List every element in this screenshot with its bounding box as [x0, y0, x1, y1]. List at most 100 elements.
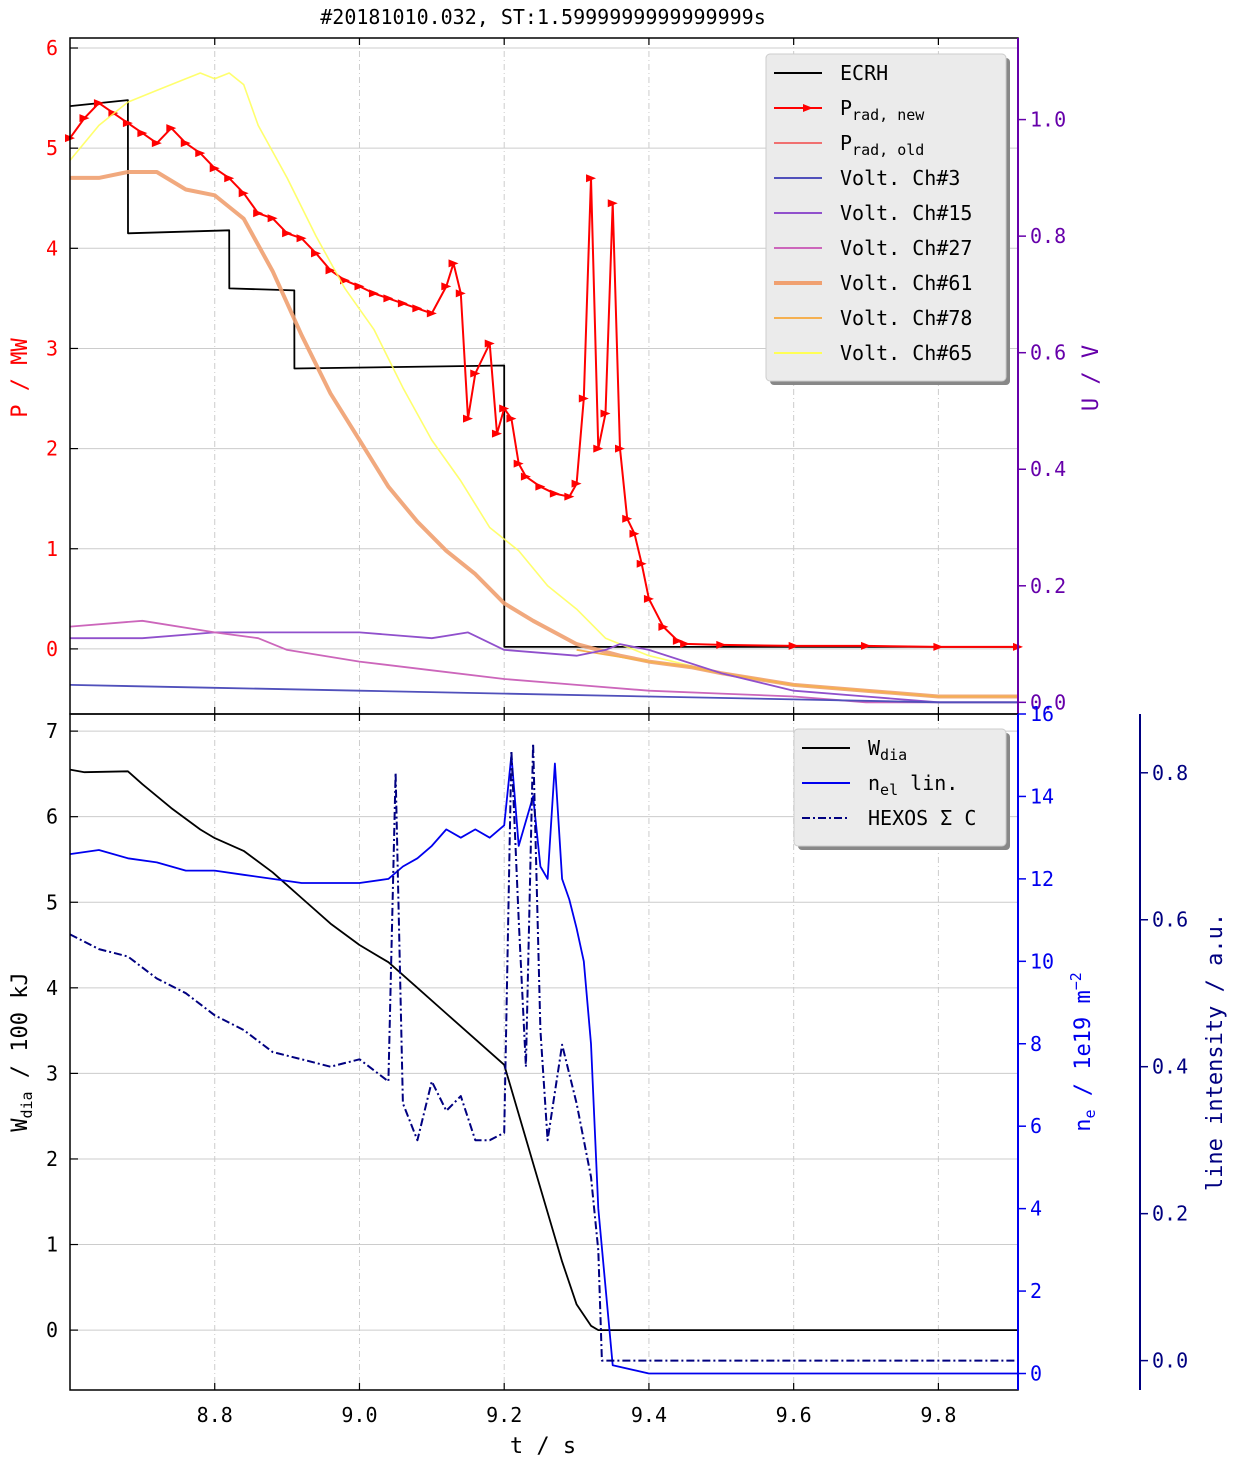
prad-new-marker	[593, 444, 604, 453]
prad-new-marker	[607, 199, 618, 208]
prad-new-marker	[339, 276, 350, 285]
prad-new-marker	[513, 459, 524, 468]
y-tick-label: 4	[46, 236, 58, 260]
y-tick-label: 2	[46, 1147, 58, 1171]
right-tick-label: 4	[1030, 1197, 1042, 1221]
y-tick-label: 4	[46, 976, 58, 1000]
bottom-ticks: 8.8 9.0 9.2 9.4 9.6 9.80123456702468101214160…	[46, 702, 1188, 1427]
legend-label-prad_new: Prad, new	[840, 96, 925, 124]
bottom-right-axis-label-intensity: line intensity / a.u.	[1203, 913, 1228, 1191]
legend-label-ch3: Volt. Ch#3	[840, 166, 960, 190]
legend-label-ch78: Volt. Ch#78	[840, 306, 972, 330]
legend-marker	[803, 104, 813, 112]
prad-new-marker	[383, 294, 394, 303]
legend-label-ch27: Volt. Ch#27	[840, 236, 972, 260]
right-tick-label: 0.4	[1030, 457, 1066, 481]
legend-label-ch61: Volt. Ch#61	[840, 271, 972, 295]
legend-label-wdia: Wdia	[868, 736, 907, 764]
y-tick-label: 5	[46, 136, 58, 160]
prad-new-marker	[586, 174, 597, 183]
prad-new-marker	[933, 642, 944, 651]
prad-new-marker	[441, 282, 452, 291]
right2-tick-label: 0.4	[1152, 1055, 1188, 1079]
y-tick-label: 7	[46, 719, 58, 743]
prad-new-marker	[354, 282, 365, 291]
right-tick-label: 6	[1030, 1114, 1042, 1138]
y-tick-label: 6	[46, 36, 58, 60]
prad-new-marker	[209, 164, 220, 173]
prad-new-marker	[506, 414, 517, 423]
top-ticks: 0 1 2 3 4 5 6 0.0 0.2 0.4 0.6 0.8 1.0	[46, 36, 1066, 714]
prad-new-marker	[571, 479, 582, 488]
prad-new-marker	[861, 641, 872, 650]
bottom-right-axis-label-density: ne / 1e19 m−2	[1067, 972, 1099, 1132]
series-line-wdia	[69, 768, 1018, 1331]
series-line-ch78	[576, 649, 1018, 698]
y-tick-label: 0	[46, 1318, 58, 1342]
prad-new-marker	[79, 114, 90, 123]
prad-new-marker	[622, 514, 633, 523]
prad-new-marker	[578, 394, 589, 403]
series-line-nel	[69, 754, 1018, 1375]
prad-new-marker	[448, 259, 459, 268]
bottom-panel: 8.8 9.0 9.2 9.4 9.6 9.80123456702468101214160…	[8, 702, 1228, 1427]
x-tick-label: 9.4	[631, 1403, 667, 1427]
y-tick-label: 1	[46, 537, 58, 561]
right-tick-label: 1.0	[1030, 108, 1066, 132]
prad-new-marker	[643, 594, 654, 603]
figure-title: #20181010.032, ST:1.5999999999999999s	[320, 5, 766, 29]
prad-new-marker	[629, 529, 640, 538]
y-tick-label: 0	[46, 637, 58, 661]
legend-label-ecrh: ECRH	[840, 61, 888, 85]
legend-box	[793, 728, 1007, 847]
prad-new-marker	[600, 409, 611, 418]
right-tick-label: 8	[1030, 1032, 1042, 1056]
legend-label-hexos: HEXOS Σ C	[868, 806, 976, 830]
prad-new-marker	[368, 289, 379, 298]
prad-new-marker	[636, 559, 647, 568]
bottom-left-axis-label: Wdia / 100 kJ	[8, 972, 36, 1132]
prad-new-marker	[484, 339, 495, 348]
legend-label-ch65: Volt. Ch#65	[840, 341, 972, 365]
prad-new-marker	[564, 492, 575, 501]
legend-label-ch15: Volt. Ch#15	[840, 201, 972, 225]
top-legend: ECRH Prad, new Prad, old Volt. Ch#3 Volt. Ch…	[765, 53, 1010, 385]
prad-new-marker	[716, 640, 727, 649]
prad-new-marker	[267, 214, 278, 223]
right2-tick-label: 0.2	[1152, 1202, 1188, 1226]
prad-new-marker	[151, 139, 162, 148]
right-tick-label: 0.2	[1030, 574, 1066, 598]
x-tick-label: 9.6	[776, 1403, 812, 1427]
prad-new-marker	[680, 639, 691, 648]
prad-new-marker	[463, 414, 474, 423]
series-line-ch15	[70, 631, 1018, 704]
right-tick-label: 0	[1030, 1362, 1042, 1386]
prad-new-marker	[180, 139, 191, 148]
y-tick-label: 5	[46, 890, 58, 914]
legend-box	[765, 53, 1007, 382]
y-tick-label: 1	[46, 1233, 58, 1257]
x-tick-label: 8.8	[197, 1403, 233, 1427]
x-tick-label: 9.8	[920, 1403, 956, 1427]
prad-new-marker	[282, 229, 293, 238]
right-tick-label: 16	[1030, 702, 1054, 726]
x-tick-label: 9.0	[341, 1403, 377, 1427]
x-axis-label: t / s	[510, 1434, 576, 1459]
series-line-ecrh	[69, 99, 1018, 648]
prad-new-marker	[238, 189, 249, 198]
prad-new-marker	[520, 472, 531, 481]
y-tick-label: 2	[46, 437, 58, 461]
right-tick-label: 0.0	[1030, 690, 1066, 714]
prad-new-marker	[470, 369, 481, 378]
top-right-axis-label: U / V	[1079, 345, 1104, 411]
prad-new-marker	[122, 119, 133, 128]
prad-new-marker	[535, 482, 546, 491]
right-tick-label: 0.6	[1030, 341, 1066, 365]
y-tick-label: 6	[46, 805, 58, 829]
right-tick-label: 14	[1030, 784, 1054, 808]
prad-new-marker	[412, 304, 423, 313]
right-tick-label: 2	[1030, 1279, 1042, 1303]
bottom-legend: Wdia nel lin. HEXOS Σ C	[793, 728, 1010, 850]
prad-new-marker	[455, 289, 466, 298]
